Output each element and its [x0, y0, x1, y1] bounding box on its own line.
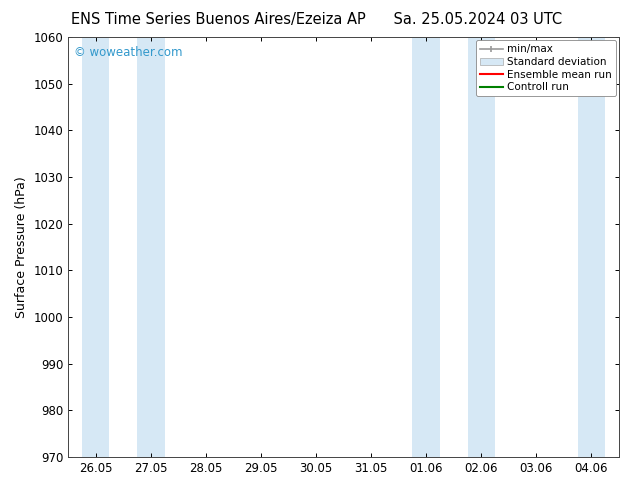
Bar	[578, 37, 605, 457]
Text: ENS Time Series Buenos Aires/Ezeiza AP      Sa. 25.05.2024 03 UTC: ENS Time Series Buenos Aires/Ezeiza AP S…	[72, 12, 562, 27]
Bar	[413, 37, 440, 457]
Text: © woweather.com: © woweather.com	[74, 46, 182, 58]
Bar	[467, 37, 495, 457]
Bar	[137, 37, 165, 457]
Y-axis label: Surface Pressure (hPa): Surface Pressure (hPa)	[15, 176, 28, 318]
Legend: min/max, Standard deviation, Ensemble mean run, Controll run: min/max, Standard deviation, Ensemble me…	[476, 40, 616, 97]
Bar	[82, 37, 110, 457]
